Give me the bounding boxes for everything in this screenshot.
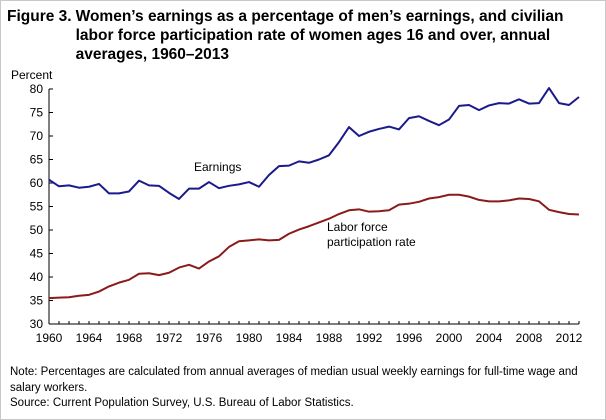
x-tick-label: 2008 (516, 331, 543, 345)
y-tick-label: 40 (30, 270, 44, 284)
y-tick-label: 35 (30, 294, 44, 308)
figure-label: Figure 3. (7, 8, 72, 25)
earnings-annotation: Earnings (194, 160, 241, 174)
y-tick-label: 80 (30, 82, 44, 96)
y-tick-label: 55 (30, 200, 44, 214)
x-tick-label: 2004 (476, 331, 503, 345)
axes: Percent (11, 68, 579, 325)
x-tick-label: 1968 (116, 331, 143, 345)
participation-annotation-line2: participation rate (327, 235, 416, 249)
note-text: Note: Percentages are calculated from an… (10, 366, 578, 394)
y-tick-label: 60 (30, 176, 44, 190)
y-tick-label: 30 (30, 317, 44, 331)
figure-title-text: Women’s earnings as a percentage of men’… (75, 8, 564, 63)
source-text: Source: Current Population Survey, U.S. … (10, 397, 354, 409)
y-tick-label: 65 (30, 153, 44, 167)
x-tick-label: 1964 (76, 331, 103, 345)
x-tick-label: 1996 (396, 331, 423, 345)
y-tick-label: 70 (30, 129, 44, 143)
y-tick-label: 75 (30, 106, 44, 120)
y-axis-ticks: 30 35 40 45 50 55 60 65 70 75 80 (30, 82, 53, 331)
x-tick-label: 1980 (236, 331, 263, 345)
earnings-line (48, 87, 580, 200)
x-tick-label: 1984 (276, 331, 303, 345)
x-tick-label: 1960 (36, 331, 63, 345)
figure-title: Figure 3. Women’s earnings as a percenta… (7, 7, 599, 64)
series-lines (48, 87, 580, 300)
x-tick-label: 1992 (356, 331, 383, 345)
x-tick-label: 1972 (156, 331, 183, 345)
x-tick-label: 2012 (556, 331, 583, 345)
x-axis-ticks: 1960 1964 1968 1972 1976 1980 1984 1988 1992 1996… (36, 321, 583, 345)
figure-notes: Note: Percentages are calculated from an… (10, 365, 600, 412)
y-axis-unit-label: Percent (11, 68, 53, 82)
y-tick-label: 50 (30, 223, 44, 237)
x-tick-label: 1988 (316, 331, 343, 345)
x-tick-label: 2000 (436, 331, 463, 345)
y-tick-label: 45 (30, 247, 44, 261)
x-tick-label: 1976 (196, 331, 223, 345)
participation-rate-line (48, 193, 580, 300)
participation-annotation-line1: Labor force (327, 220, 388, 234)
